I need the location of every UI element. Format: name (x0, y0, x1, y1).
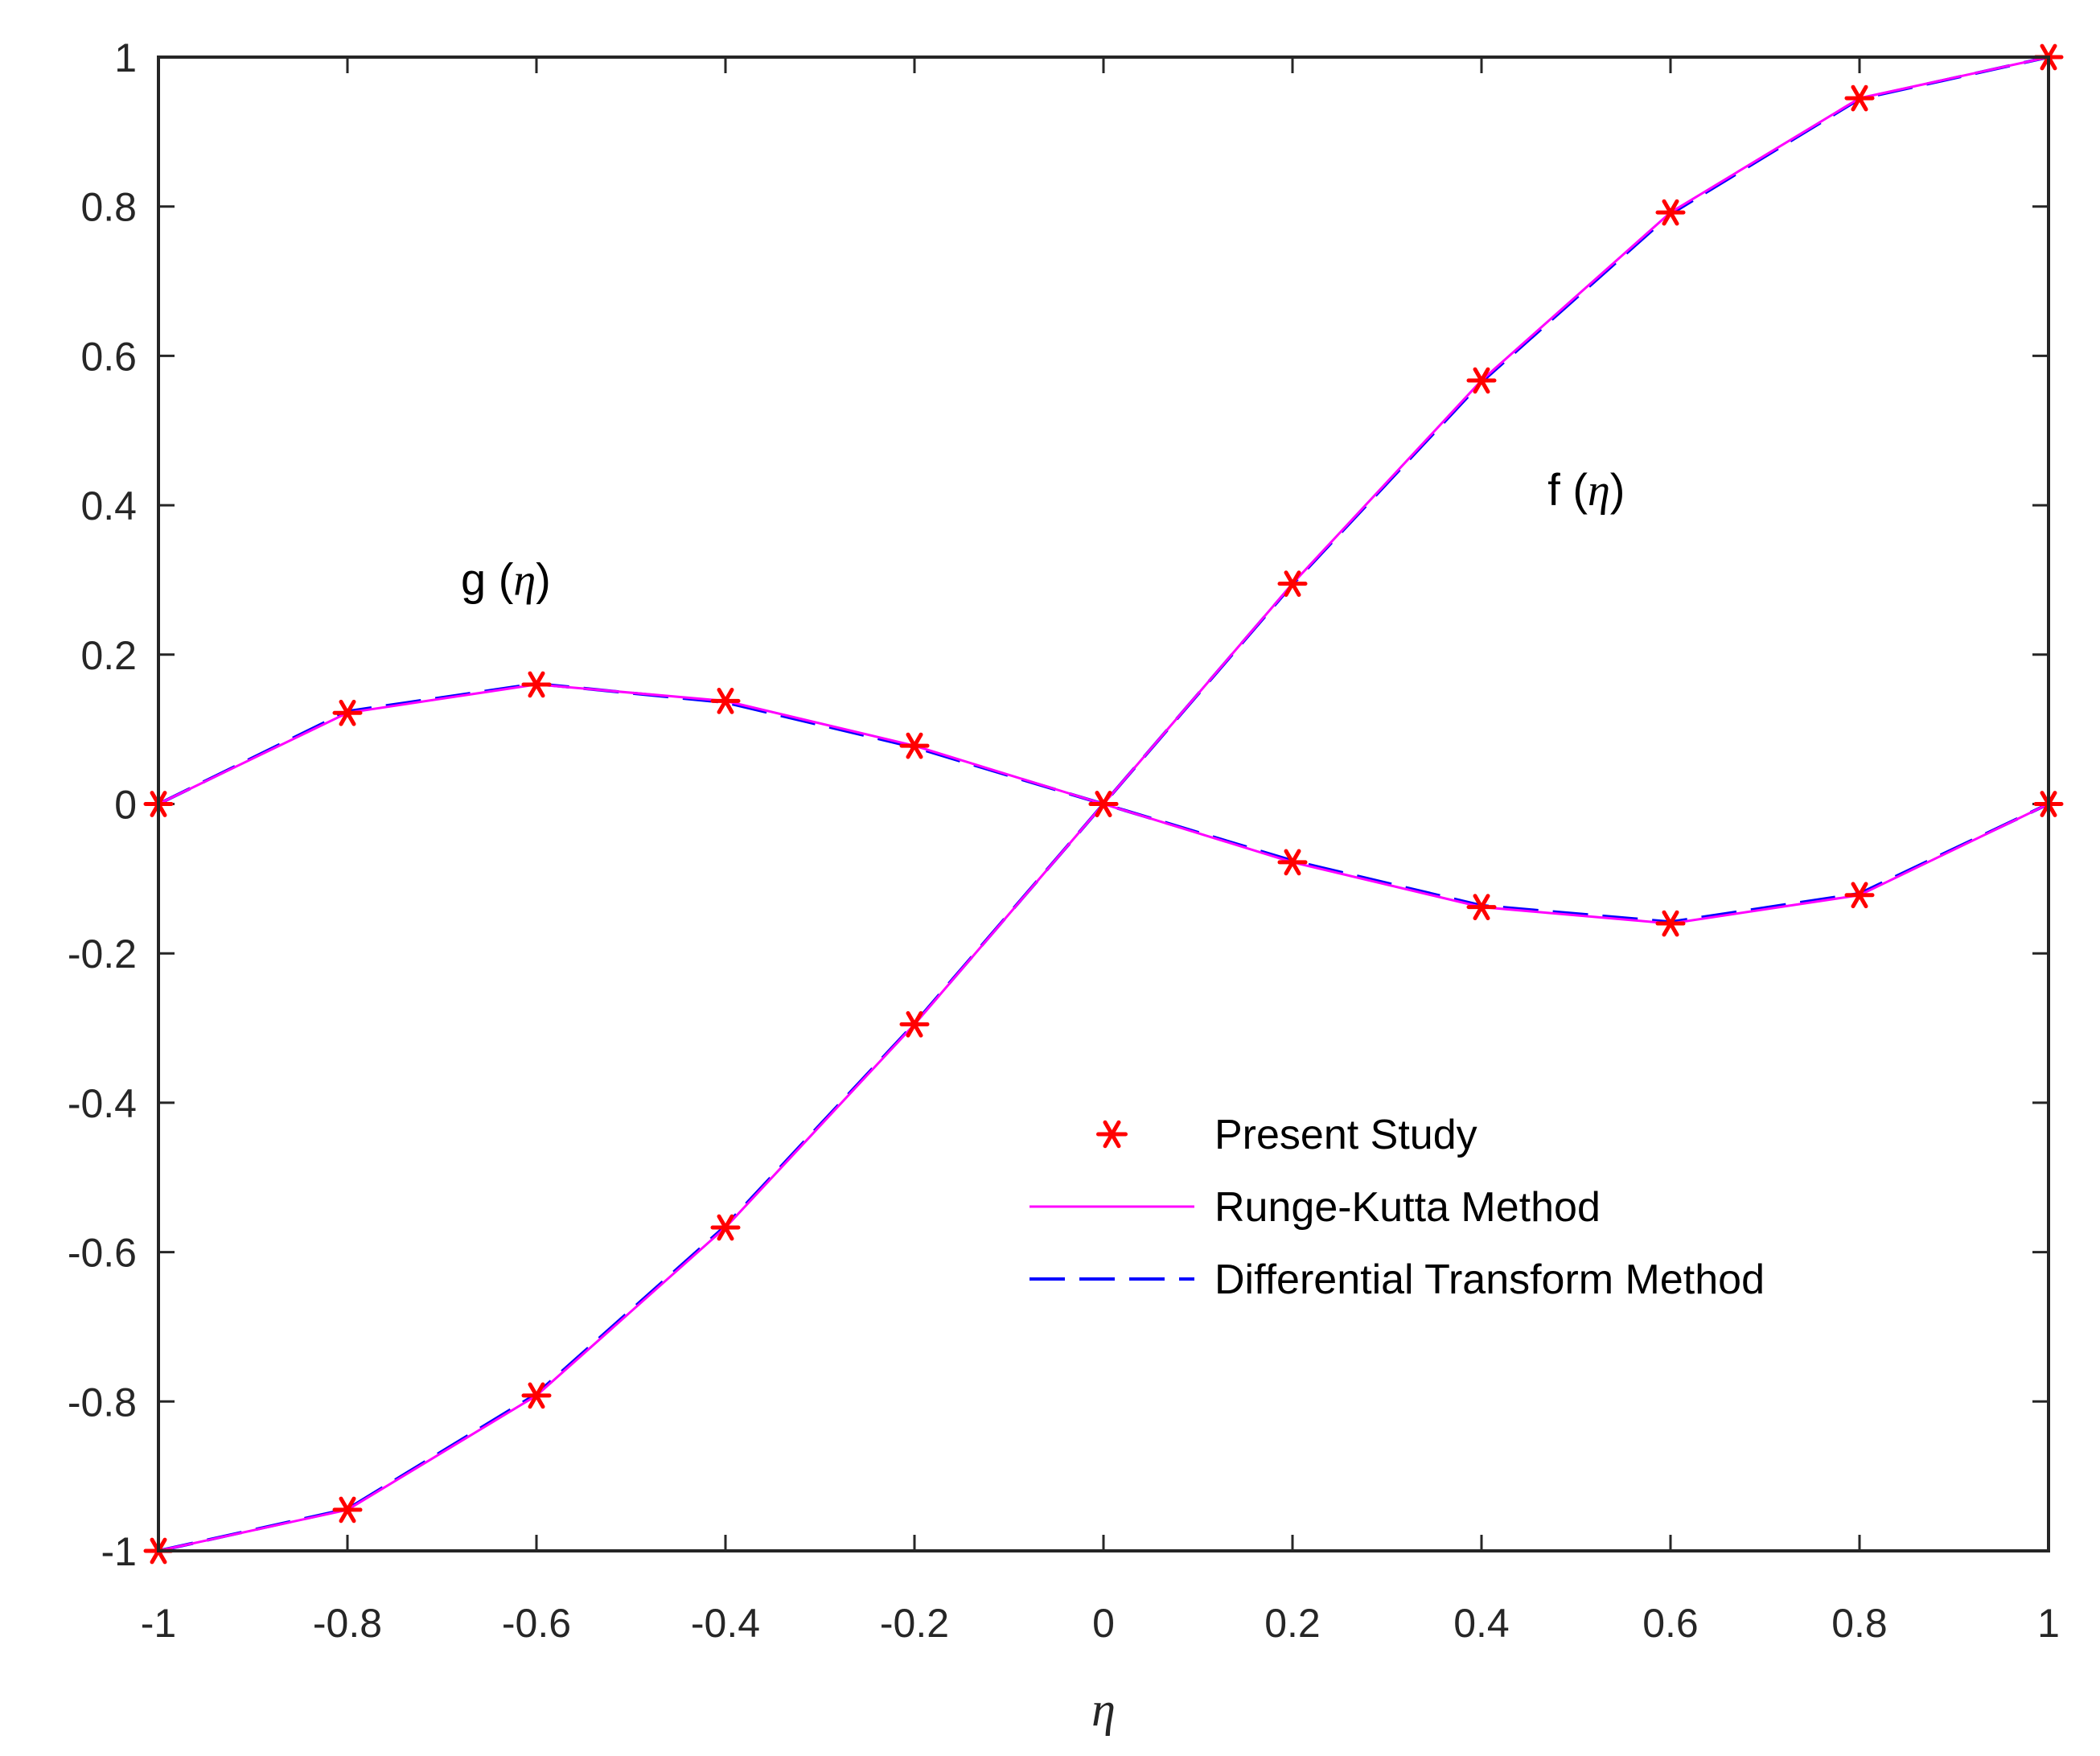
y-tick-label: 0.2 (80, 633, 137, 678)
y-tick-label: 1 (114, 35, 137, 80)
x-tick-label: 0.4 (1453, 1601, 1510, 1646)
marker-present-study-f (521, 1382, 552, 1409)
marker-present-study-g (1088, 791, 1119, 817)
curve-label-prefix: g ( (461, 554, 514, 605)
series-line-dtm-g (158, 681, 2049, 924)
curve-label-suffix: ) (1610, 464, 1625, 515)
curve-label-prefix: f ( (1547, 464, 1588, 515)
legend-label: Differential Transform Method (1214, 1256, 1765, 1303)
marker-present-study-f (1844, 84, 1875, 112)
x-tick-label: 0 (1092, 1601, 1115, 1646)
y-tick-label: -0.6 (68, 1231, 137, 1276)
x-tick-label: -0.8 (313, 1601, 382, 1646)
y-tick-label: -0.2 (68, 931, 137, 977)
curve-labels: f (η)g (η) (461, 464, 1625, 605)
marker-present-study-f (710, 1214, 741, 1241)
marker-present-study-g (1655, 910, 1686, 937)
x-tick-label: -0.6 (502, 1601, 571, 1646)
x-tick-label: 1 (2037, 1601, 2060, 1646)
marker-present-study-g (899, 732, 930, 759)
curve-label-f: f (η) (1547, 464, 1625, 516)
legend-label: Runge-Kutta Method (1214, 1184, 1601, 1231)
y-tick-label: 0.8 (80, 185, 137, 230)
marker-present-study-g (710, 688, 741, 714)
marker-present-study-f (899, 1011, 930, 1038)
marker-present-study-g (1277, 849, 1308, 876)
x-tick-label: 0.6 (1642, 1601, 1699, 1646)
marker-present-study-f (1655, 199, 1686, 226)
x-tick-label: 0.2 (1264, 1601, 1321, 1646)
y-tick-label: -1 (101, 1529, 137, 1574)
legend-marker-present-study (1096, 1120, 1128, 1149)
plot-frame (157, 56, 2050, 1552)
y-tick-label: 0 (114, 783, 137, 828)
marker-present-study-g (332, 699, 363, 726)
curve-label-suffix: ) (536, 554, 551, 605)
y-tick-label: 0.6 (80, 334, 137, 379)
curve-label-symbol: η (1588, 466, 1610, 516)
marker-present-study-g (521, 671, 552, 698)
legend: Present Study Runge-Kutta Method Different… (1029, 1112, 1765, 1303)
x-tick-label: -0.2 (880, 1601, 949, 1646)
y-tick-label: -0.4 (68, 1081, 137, 1126)
x-axis-label: η (1091, 1683, 1116, 1736)
curve-label-symbol: η (513, 556, 536, 606)
marker-present-study-f (332, 1496, 363, 1524)
x-tick-label: 0.8 (1831, 1601, 1888, 1646)
legend-label: Present Study (1214, 1112, 1477, 1158)
marker-present-study-f (1277, 570, 1308, 597)
x-tick-label: -0.4 (691, 1601, 760, 1646)
series-group (143, 43, 2064, 1565)
marker-present-study-f (1466, 367, 1497, 394)
marker-present-study-g (1466, 894, 1497, 920)
tick-labels: -1 -0.8 -0.6 -0.4 -0.2 0 0.2 0.4 0.6 0.8 1 -1 -0.8 -0… (68, 35, 2060, 1646)
y-tick-label: 0.4 (80, 483, 137, 528)
x-tick-label: -1 (141, 1601, 176, 1646)
marker-present-study-g (1844, 882, 1875, 909)
curve-label-g: g (η) (461, 554, 551, 606)
y-tick-label: -0.8 (68, 1380, 137, 1425)
